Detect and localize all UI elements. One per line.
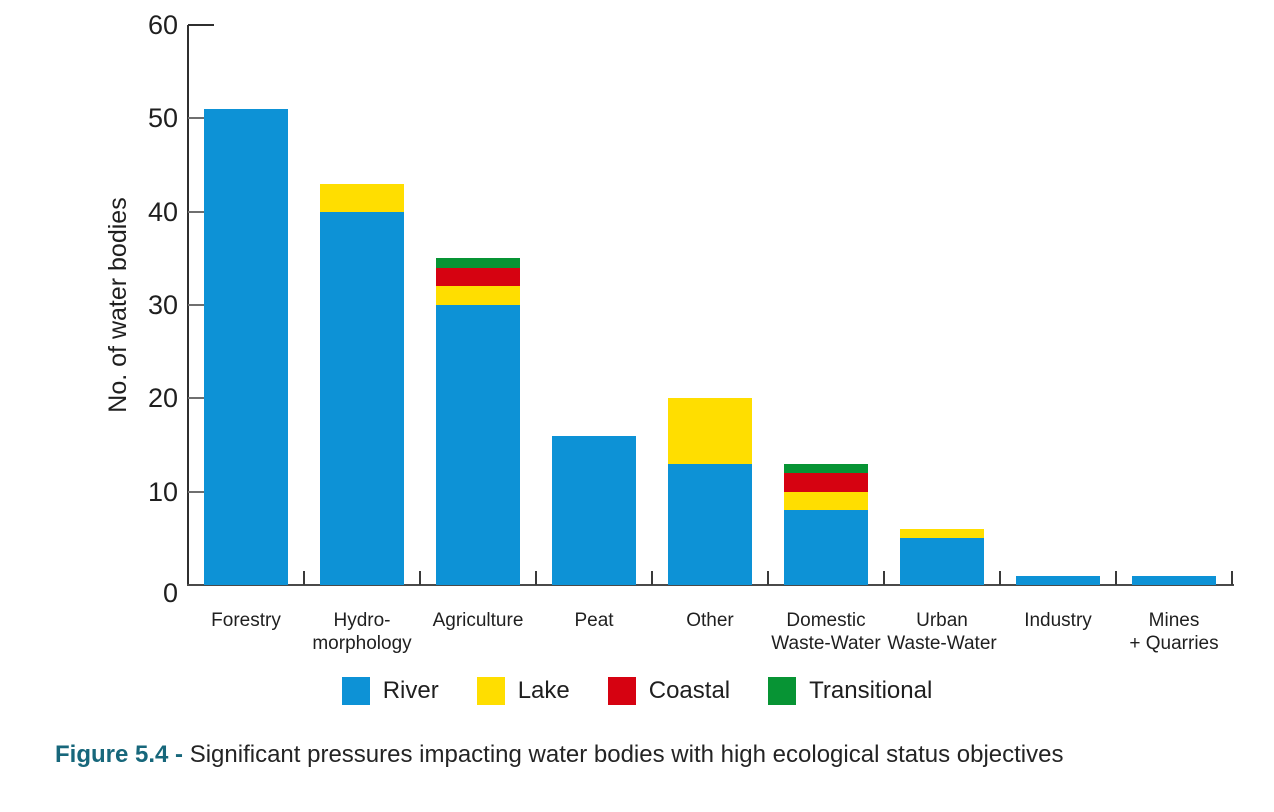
bar-segment-river [668,463,752,585]
legend-label: Lake [517,677,570,704]
x-boundary-tick-9 [1231,571,1233,585]
x-boundary-tick-6 [883,571,885,585]
x-boundary-tick-1 [303,571,305,585]
y-tick-40 [188,211,204,213]
bar-segment-lake [784,491,868,511]
bar-segment-coastal [784,473,868,492]
x-boundary-tick-7 [999,571,1001,585]
x-category-label-line: Waste-Water [771,633,881,654]
x-boundary-tick-4 [651,571,653,585]
x-category-label-line: Urban [916,610,968,631]
figure-caption: Figure 5.4 - Significant pressures impac… [55,740,1235,770]
bar-segment-coastal [436,267,520,287]
legend-label: River [382,677,439,704]
y-tick-label-20: 20 [147,383,178,413]
x-boundary-tick-2 [419,571,421,585]
legend-item-river: River [341,677,439,705]
y-tick-label-0: 0 [162,578,178,608]
x-category-label-line: Hydro- [333,610,391,631]
bar-segment-lake [900,529,984,539]
legend-label: Coastal [648,677,731,704]
bar-segment-river [1016,575,1100,585]
x-category-label: Hydro-morphology [304,609,420,655]
x-category-label: Industry [1000,609,1116,632]
x-category-label: Domestic Waste-Water [768,609,884,655]
bar-segment-river [204,109,288,585]
bar-segment-river [1132,575,1216,585]
x-category-label-line: Peat [574,610,614,631]
bar-segment-lake [436,286,520,305]
x-category-label: Peat [536,609,652,632]
y-tick-label-60: 60 [147,10,178,40]
x-boundary-tick-8 [1115,571,1117,585]
x-category-label-line: morphology [312,633,412,654]
legend-label: Transitional [809,677,933,704]
y-tick-label-50: 50 [147,103,178,133]
bar-segment-river [784,510,868,585]
bar-segment-river [320,211,404,585]
y-tick-label-40: 40 [147,197,178,227]
x-category-label: Mines + Quarries [1116,609,1232,655]
figure-caption-prefix: Figure 5.4 - [55,741,190,768]
x-axis-line [187,584,1234,586]
legend-item-transitional: Transitional [768,677,932,705]
legend: River Lake Coastal Transitional [0,674,1274,708]
x-category-label-line: Waste-Water [887,633,997,654]
legend-item-coastal: Coastal [607,677,731,705]
legend-swatch-river [341,677,370,705]
x-boundary-tick-5 [767,571,769,585]
y-tick-50 [188,117,204,119]
x-category-label-line: + Quarries [1129,633,1219,654]
bar-segment-lake [320,183,404,212]
x-category-label-line: Other [686,610,734,631]
legend-swatch-lake [476,677,505,705]
x-category-label: Forestry [188,609,304,632]
x-category-label-line: Agriculture [432,610,524,631]
bar-segment-river [552,435,636,585]
legend-swatch-transitional [768,677,797,705]
x-category-label: Other [652,609,768,632]
y-tick-label-30: 30 [147,290,178,320]
x-boundary-tick-3 [535,571,537,585]
x-category-label: Urban Waste-Water [884,609,1000,655]
x-category-label: Agriculture [420,609,536,632]
y-tick-10 [188,491,204,493]
bar-segment-transitional [784,463,868,473]
bar-segment-lake [668,398,752,464]
legend-swatch-coastal [607,677,636,705]
figure-caption-text: Significant pressures impacting water bo… [189,741,1064,768]
y-tick-60 [188,24,214,26]
y-tick-30 [188,304,204,306]
x-category-label-line: Forestry [211,610,281,631]
bar-segment-river [436,305,520,585]
bar-segment-river [900,538,984,585]
x-category-label-line: Mines [1148,610,1200,631]
x-category-label-line: Domestic [786,610,866,631]
y-tick-label-10: 10 [147,477,178,507]
y-tick-20 [188,397,204,399]
x-category-label-line: Industry [1024,610,1092,631]
legend-item-lake: Lake [476,677,570,705]
bar-segment-transitional [436,258,520,268]
